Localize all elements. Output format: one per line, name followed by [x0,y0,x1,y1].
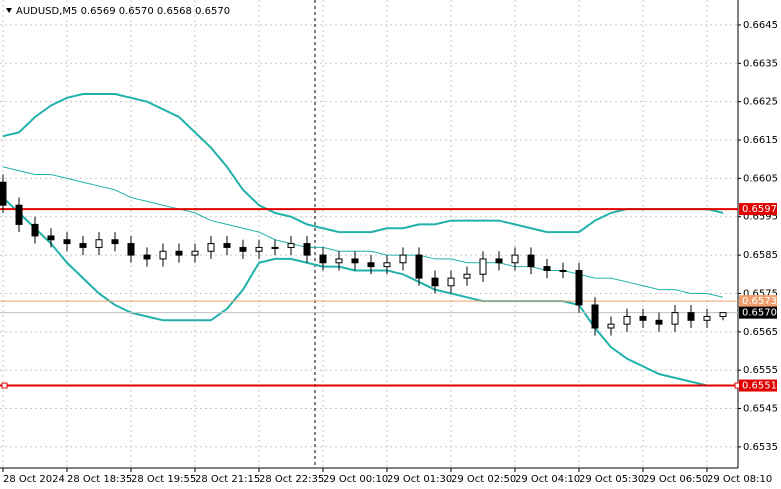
y-tick-label: 0.6635 [743,58,778,69]
x-tick-label: 28 Oct 21:15 [195,474,260,485]
y-tick-label: 0.6585 [743,250,778,261]
x-tick-label: 29 Oct 01:30 [387,474,452,485]
candle-body [31,223,39,237]
band-line [2,166,724,298]
candle-body [703,315,711,321]
candle-body [303,243,311,256]
x-tick-label: 28 Oct 22:35 [259,474,324,485]
candle-body [367,262,375,268]
level-label: 0.6551 [742,381,777,392]
y-tick-label: 0.6555 [743,365,778,376]
x-tick-label: 28 Oct 19:55 [131,474,196,485]
y-tick-label: 0.6575 [743,288,778,299]
level-label: 0.6597 [742,204,777,215]
x-tick-label: 29 Oct 02:50 [451,474,516,485]
candle-body [719,312,727,317]
candle-body [527,254,535,268]
candle-body [479,258,487,275]
candle-body [143,254,151,260]
candle-body [639,315,647,321]
candle-body [399,254,407,264]
y-tick-label: 0.6615 [743,135,778,146]
candle-body [15,204,23,225]
candle-body [223,243,231,248]
candle-body [623,315,631,325]
candle-body [495,258,503,264]
candle-body [463,273,471,279]
candle-body [159,250,167,260]
candle-body [319,254,327,264]
candle-body [671,312,679,325]
y-tick-label: 0.6545 [743,404,778,415]
candle-body [287,243,295,248]
y-tick-label: 0.6605 [743,173,778,184]
x-tick-label: 28 Oct 18:35 [67,474,132,485]
x-tick-label: 28 Oct 2024 [3,474,65,485]
candle-body [191,250,199,256]
candle-body [271,246,279,249]
candle-body [95,239,103,248]
candle-body [111,239,119,245]
candle-body [415,254,423,279]
candle-body [255,246,263,252]
candle-body [0,181,7,206]
candle-body [559,269,567,272]
y-tick-label: 0.6625 [743,97,778,108]
level-label: 0.6573 [742,296,777,307]
candle-body [47,235,55,241]
level-label-bg [739,295,777,308]
x-tick-label: 29 Oct 00:10 [323,474,388,485]
level-label: 0.6570 [742,308,777,319]
symbol-icon [6,8,12,13]
candle-body [431,277,439,287]
candle-body [655,319,663,325]
x-tick-label: 29 Oct 04:10 [515,474,580,485]
candle-body [175,250,183,256]
x-tick-label: 29 Oct 08:10 [707,474,772,485]
candle-body [687,312,695,321]
candle-body [607,323,615,329]
candle-body [207,243,215,252]
level-handle [1,382,8,389]
y-tick-label: 0.6595 [743,212,778,223]
candle-body [79,243,87,248]
candle-body [575,269,583,306]
candle-body [63,239,71,245]
candle-body [511,254,519,264]
y-tick-label: 0.6565 [743,327,778,338]
candle-body [127,243,135,256]
x-tick-label: 29 Oct 06:50 [643,474,708,485]
level-label-bg [739,306,777,319]
candle-body [383,262,391,268]
candle-body [543,266,551,271]
chart-title: AUDUSD,M5 0.6569 0.6570 0.6568 0.6570 [16,6,230,17]
y-tick-label: 0.6645 [743,20,778,31]
candle-body [447,277,455,287]
band-line [2,196,723,387]
candle-body [351,258,359,264]
candle-body [239,246,247,252]
y-tick-label: 0.6535 [743,442,778,453]
candle-body [335,258,343,264]
x-tick-label: 29 Oct 05:30 [579,474,644,485]
level-label-bg [739,203,777,216]
candle-body [591,304,599,329]
band-line [2,92,724,234]
level-label-bg [739,379,777,392]
